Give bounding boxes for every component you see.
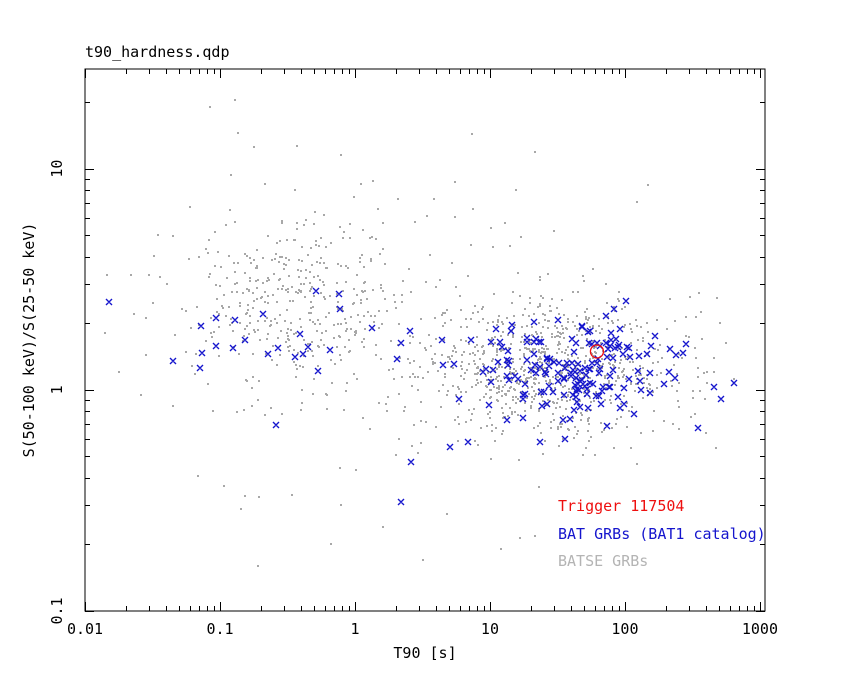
legend-entry-bat-grbs: BAT GRBs (BAT1 catalog) (558, 525, 766, 543)
x-tick-label: 10 (481, 620, 499, 638)
x-tick-label: 1000 (742, 620, 778, 638)
x-axis-title: T90 [s] (393, 644, 456, 662)
y-tick-label: 10 (48, 160, 66, 178)
plot-title: t90_hardness.qdp (85, 43, 230, 61)
data-layer (104, 99, 738, 567)
plot-frame (84, 68, 766, 612)
axis-ticks (85, 69, 765, 612)
y-tick-label: 0.1 (48, 597, 66, 624)
legend-entry-batse-grbs: BATSE GRBs (558, 552, 648, 570)
trigger-marker (589, 344, 605, 359)
legend-entry-trigger: Trigger 117504 (558, 497, 684, 515)
x-tick-label: 0.01 (67, 620, 103, 638)
x-tick-label: 1 (350, 620, 359, 638)
y-tick-label: 1 (48, 385, 66, 394)
y-axis-title: S(50-100 keV)/S(25-50 keV) (20, 223, 38, 458)
x-tick-label: 0.1 (206, 620, 233, 638)
x-tick-label: 100 (611, 620, 638, 638)
bat-points (105, 287, 738, 506)
